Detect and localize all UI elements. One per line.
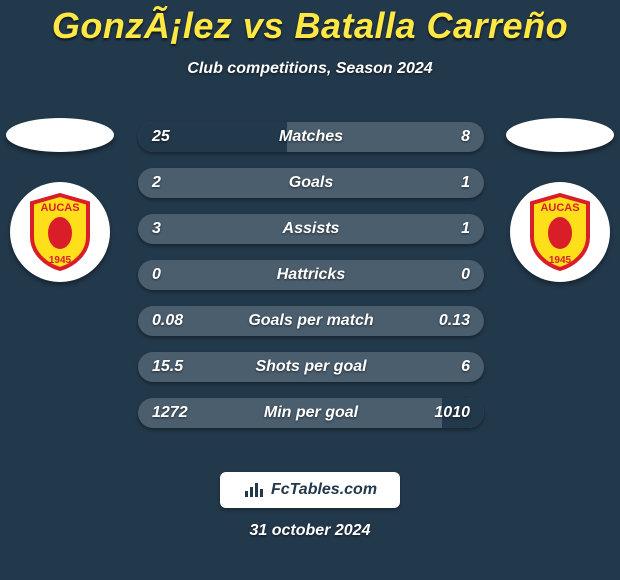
stat-row: Min per goal1272 1010 <box>138 398 484 428</box>
date-text: 31 october 2024 <box>0 522 620 540</box>
stat-row: Shots per goal15.5 6 <box>138 352 484 382</box>
stat-value-left: 0 <box>152 260 161 290</box>
club-oval-left <box>6 118 114 152</box>
stat-value-right: 0 <box>461 260 470 290</box>
stat-value-left: 0.08 <box>152 306 183 336</box>
stat-label: Shots per goal <box>138 352 484 382</box>
stat-label: Hattricks <box>138 260 484 290</box>
stat-row: Goals per match0.08 0.13 <box>138 306 484 336</box>
stat-row: Matches25 8 <box>138 122 484 152</box>
stat-value-left: 3 <box>152 214 161 244</box>
shield-icon: AUCAS 1945 <box>26 193 94 271</box>
bar-chart-icon <box>243 481 265 499</box>
stat-label: Matches <box>138 122 484 152</box>
stat-row: Hattricks0 0 <box>138 260 484 290</box>
stat-label: Goals per match <box>138 306 484 336</box>
stat-label: Goals <box>138 168 484 198</box>
shield-icon: AUCAS 1945 <box>526 193 594 271</box>
crest-bottom-text: 1945 <box>49 255 72 266</box>
brand-text: FcTables.com <box>271 481 377 499</box>
stats-container: Matches258Goals21Assists31Hattricks00Goa… <box>138 122 484 428</box>
stat-value-right: 1010 <box>434 398 470 428</box>
stat-value-right: 0.13 <box>439 306 470 336</box>
crest-top-text: AUCAS <box>40 202 79 214</box>
crest-top-text: AUCAS <box>540 202 579 214</box>
stat-label: Assists <box>138 214 484 244</box>
stat-label: Min per goal <box>138 398 484 428</box>
club-crest-left: AUCAS 1945 <box>10 182 110 282</box>
stat-value-right: 1 <box>461 214 470 244</box>
crest-bottom-text: 1945 <box>549 255 572 266</box>
page-title: GonzÃ¡lez vs Batalla Carreño <box>0 0 620 46</box>
brand-box: FcTables.com <box>220 472 400 508</box>
stat-value-right: 1 <box>461 168 470 198</box>
stat-value-right: 6 <box>461 352 470 382</box>
player-right-club: AUCAS 1945 <box>500 118 620 282</box>
stat-value-left: 1272 <box>152 398 188 428</box>
club-oval-right <box>506 118 614 152</box>
stat-value-left: 15.5 <box>152 352 183 382</box>
stat-value-left: 2 <box>152 168 161 198</box>
club-crest-right: AUCAS 1945 <box>510 182 610 282</box>
stat-value-left: 25 <box>152 122 170 152</box>
stat-row: Assists3 1 <box>138 214 484 244</box>
stat-row: Goals2 1 <box>138 168 484 198</box>
subtitle: Club competitions, Season 2024 <box>0 60 620 78</box>
player-left-club: AUCAS 1945 <box>0 118 120 282</box>
stat-value-right: 8 <box>461 122 470 152</box>
